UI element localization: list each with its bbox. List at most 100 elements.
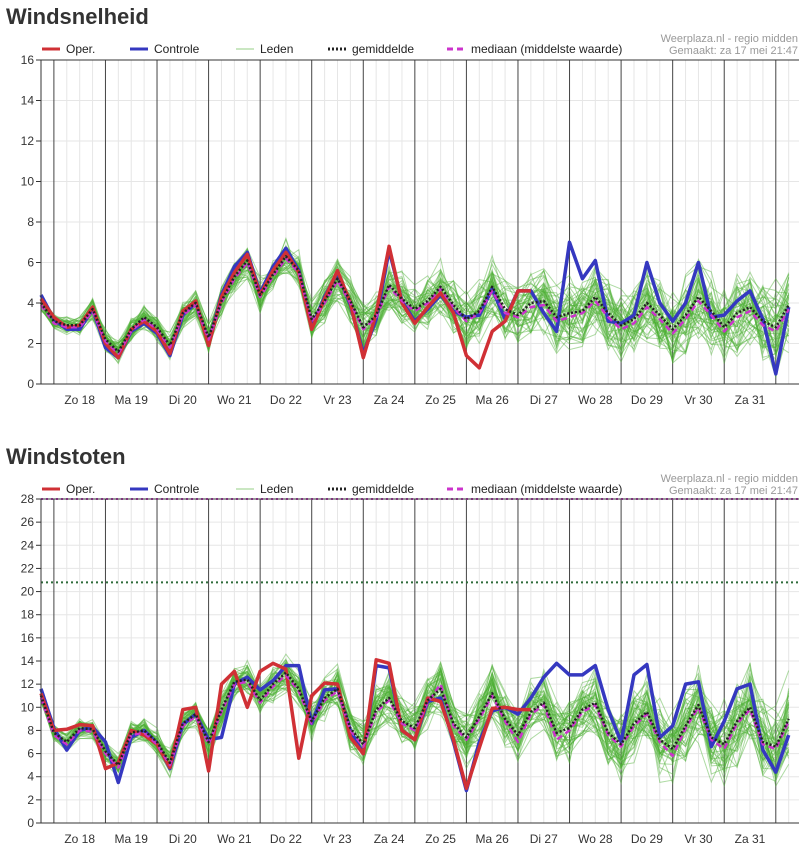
day-label: Wo 21 <box>217 393 252 407</box>
day-label: Di 20 <box>169 393 197 407</box>
gemiddelde-series-line <box>39 671 790 767</box>
legend-label: Controle <box>154 482 200 496</box>
y-tick-label: 18 <box>21 608 35 622</box>
leden-line <box>40 665 790 785</box>
leden-line <box>40 256 790 361</box>
source-text: Weerplaza.nl - regio midden <box>661 33 798 45</box>
legend-item: Oper. <box>42 42 95 56</box>
chart-title: Windstoten <box>6 444 126 469</box>
y-tick-label: 24 <box>21 538 35 552</box>
leden-line <box>40 248 790 357</box>
legend-label: Controle <box>154 42 200 56</box>
day-label: Ma 26 <box>476 393 510 407</box>
y-tick-label: 20 <box>21 585 35 599</box>
day-label: Za 31 <box>735 393 766 407</box>
y-tick-label: 14 <box>21 654 35 668</box>
leden-line <box>40 664 790 765</box>
oper-series-line <box>39 244 531 370</box>
legend-item: mediaan (middelste waarde) <box>447 42 622 56</box>
day-label: Zo 25 <box>425 393 456 407</box>
made-text: Gemaakt: za 17 mei 21:47 <box>669 485 798 497</box>
legend-label: Oper. <box>66 482 95 496</box>
y-tick-label: 12 <box>21 677 35 691</box>
leden-line <box>40 665 790 788</box>
legend-label: gemiddelde <box>352 482 414 496</box>
legend-label: gemiddelde <box>352 42 414 56</box>
y-tick-label: 6 <box>27 747 34 761</box>
day-label: Za 31 <box>735 832 766 846</box>
leden-line <box>40 657 790 762</box>
leden-line <box>40 664 790 763</box>
leden-line <box>40 253 790 354</box>
y-tick-label: 10 <box>21 700 35 714</box>
y-tick-label: 2 <box>27 793 34 807</box>
leden-line <box>40 247 789 353</box>
windsnelheid-chart: Windsnelheid Weerplaza.nl - regio midden… <box>0 0 804 420</box>
leden-line <box>40 661 790 767</box>
windstoten-chart: Windstoten Weerplaza.nl - regio midden Ge… <box>0 440 804 847</box>
day-label: Vr 30 <box>684 832 713 846</box>
leden-line <box>40 672 790 767</box>
leden-line <box>40 256 790 354</box>
y-tick-label: 26 <box>21 515 35 529</box>
legend-item: gemiddelde <box>328 482 414 496</box>
day-label: Di 27 <box>530 832 558 846</box>
leden-line <box>40 259 790 346</box>
day-label: Vr 23 <box>323 832 352 846</box>
day-label: Wo 28 <box>578 393 613 407</box>
day-label: Zo 18 <box>64 393 95 407</box>
legend-item: Leden <box>236 42 293 56</box>
y-tick-label: 4 <box>27 296 34 310</box>
legend-label: Oper. <box>66 42 95 56</box>
leden-line <box>40 666 790 766</box>
leden-line <box>40 667 790 773</box>
y-tick-label: 0 <box>27 816 34 830</box>
leden-line <box>40 659 790 772</box>
leden-line <box>40 237 790 357</box>
leden-line <box>40 248 790 351</box>
leden-line <box>40 260 790 344</box>
day-label: Ma 26 <box>476 832 510 846</box>
day-label: Zo 18 <box>64 832 95 846</box>
leden-line <box>40 247 790 350</box>
leden-line <box>40 253 790 356</box>
chart-title: Windsnelheid <box>6 4 149 29</box>
day-label: Do 29 <box>631 393 663 407</box>
day-label: Vr 30 <box>684 393 713 407</box>
day-label: Vr 23 <box>323 393 352 407</box>
leden-line <box>40 252 790 375</box>
day-label: Do 22 <box>270 832 302 846</box>
leden-line <box>40 662 790 764</box>
leden-line <box>40 245 790 352</box>
legend-item: mediaan (middelste waarde) <box>447 482 622 496</box>
day-label: Di 27 <box>530 393 558 407</box>
y-tick-label: 12 <box>21 134 35 148</box>
legend-label: Leden <box>260 42 293 56</box>
legend-item: gemiddelde <box>328 42 414 56</box>
leden-line <box>40 261 789 350</box>
y-tick-label: 16 <box>21 53 35 67</box>
y-tick-label: 2 <box>27 337 34 351</box>
made-text: Gemaakt: za 17 mei 21:47 <box>669 45 798 57</box>
day-label: Ma 19 <box>115 832 149 846</box>
day-label: Di 20 <box>169 832 197 846</box>
day-label: Zo 25 <box>425 832 456 846</box>
day-label: Za 24 <box>374 832 405 846</box>
day-label: Do 29 <box>631 832 663 846</box>
day-label: Do 22 <box>270 393 302 407</box>
leden-line <box>40 256 790 365</box>
legend-label: Leden <box>260 482 293 496</box>
y-tick-label: 0 <box>27 377 34 391</box>
y-tick-label: 16 <box>21 631 35 645</box>
leden-line <box>40 260 790 361</box>
legend-label: mediaan (middelste waarde) <box>471 42 622 56</box>
legend-item: Controle <box>130 482 200 496</box>
day-label: Za 24 <box>374 393 405 407</box>
leden-line <box>40 673 789 788</box>
leden-line <box>40 662 790 770</box>
y-tick-label: 10 <box>21 175 35 189</box>
y-tick-label: 6 <box>27 256 34 270</box>
y-tick-label: 14 <box>21 94 35 108</box>
